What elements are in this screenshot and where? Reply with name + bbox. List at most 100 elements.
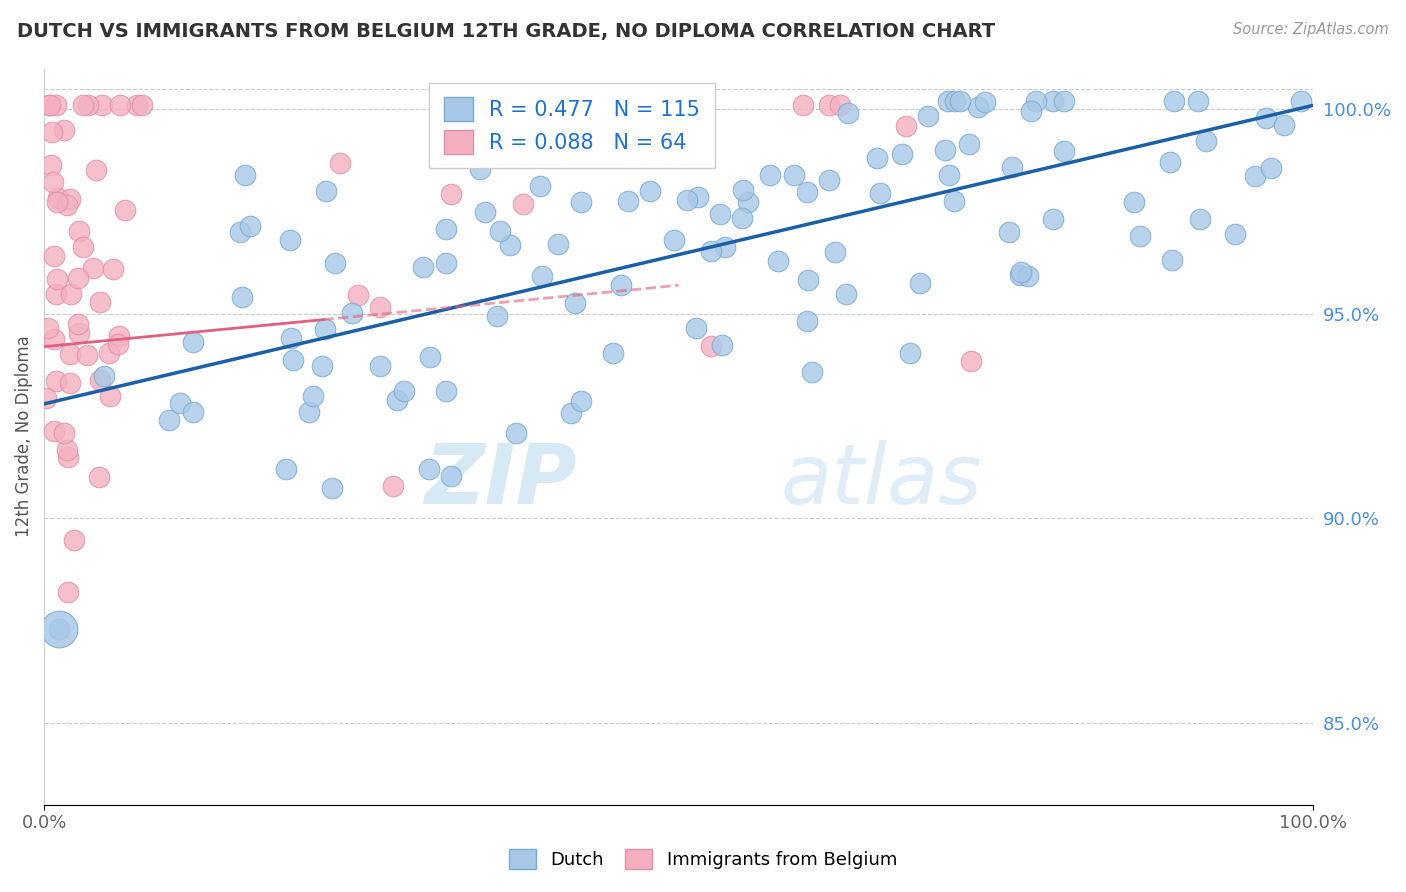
Point: [89, 294, 111, 309]
Point: [700, 339, 723, 353]
Point: [280, 331, 302, 345]
Point: [181, 405, 204, 419]
Point: [1163, 94, 1185, 108]
Point: [59, 287, 82, 301]
Point: [298, 405, 321, 419]
Point: [59, 376, 82, 390]
Point: [1025, 94, 1047, 108]
Point: [730, 211, 752, 225]
Point: [56, 198, 79, 212]
Point: [700, 244, 723, 259]
Point: [321, 481, 343, 495]
Point: [486, 309, 509, 323]
Point: [602, 346, 624, 360]
Point: [107, 337, 129, 351]
Point: [766, 254, 789, 268]
Point: [368, 301, 391, 315]
Point: [959, 354, 981, 368]
Point: [505, 425, 527, 440]
Point: [100, 389, 122, 403]
Point: [63, 533, 86, 547]
Point: [329, 156, 352, 170]
Point: [1159, 154, 1181, 169]
Point: [1244, 169, 1267, 183]
Point: [713, 240, 735, 254]
Point: [949, 94, 972, 108]
Point: [564, 295, 586, 310]
Point: [301, 389, 323, 403]
Point: [1195, 134, 1218, 148]
Point: [72, 240, 94, 254]
Text: atlas: atlas: [780, 441, 981, 521]
Point: [45, 374, 67, 388]
Point: [943, 94, 966, 108]
Point: [114, 202, 136, 217]
Point: [38, 98, 60, 112]
Point: [35, 392, 58, 406]
Point: [55, 442, 77, 457]
Point: [157, 413, 180, 427]
Point: [131, 98, 153, 112]
Text: Source: ZipAtlas.com: Source: ZipAtlas.com: [1233, 22, 1389, 37]
Point: [801, 365, 824, 379]
Point: [385, 393, 408, 408]
Point: [45, 98, 67, 112]
Point: [37, 321, 59, 335]
Point: [41, 175, 63, 189]
Point: [512, 197, 534, 211]
Point: [616, 98, 638, 112]
Point: [48, 622, 70, 636]
Point: [869, 186, 891, 200]
Point: [938, 168, 960, 182]
Point: [58, 585, 80, 599]
Point: [41, 158, 63, 172]
Point: [314, 322, 336, 336]
Point: [488, 223, 510, 237]
Point: [792, 98, 814, 112]
Point: [434, 256, 457, 270]
Point: [1187, 94, 1209, 108]
Point: [731, 183, 754, 197]
Point: [894, 119, 917, 133]
Point: [638, 184, 661, 198]
Point: [1225, 227, 1247, 242]
Point: [582, 98, 605, 112]
Point: [368, 359, 391, 373]
Point: [42, 249, 65, 263]
Point: [1291, 94, 1313, 108]
Point: [529, 178, 551, 193]
Point: [169, 396, 191, 410]
Point: [824, 244, 846, 259]
Point: [439, 186, 461, 201]
Legend: R = 0.477   N = 115, R = 0.088   N = 64: R = 0.477 N = 115, R = 0.088 N = 64: [429, 83, 714, 169]
Point: [228, 225, 250, 239]
Point: [97, 345, 120, 359]
Point: [1001, 160, 1024, 174]
Point: [890, 146, 912, 161]
Point: [440, 469, 463, 483]
Point: [908, 276, 931, 290]
Point: [866, 151, 889, 165]
Point: [183, 334, 205, 349]
Point: [569, 195, 592, 210]
Point: [231, 290, 253, 304]
Point: [662, 233, 685, 247]
Point: [67, 224, 90, 238]
Point: [58, 450, 80, 464]
Point: [66, 270, 89, 285]
Point: [89, 373, 111, 387]
Point: [1021, 104, 1043, 119]
Point: [41, 125, 63, 139]
Point: [46, 272, 69, 286]
Point: [48, 622, 70, 636]
Point: [72, 98, 94, 112]
Point: [737, 194, 759, 209]
Point: [59, 347, 82, 361]
Point: [468, 162, 491, 177]
Point: [107, 329, 129, 343]
Point: [610, 140, 633, 154]
Point: [837, 106, 859, 120]
Point: [53, 426, 76, 441]
Point: [1161, 252, 1184, 267]
Point: [1042, 212, 1064, 227]
